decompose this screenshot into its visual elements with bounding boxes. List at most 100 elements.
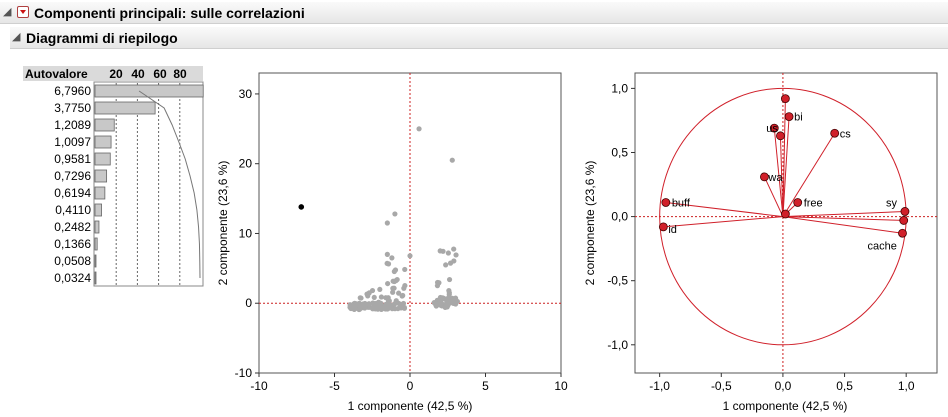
eigen-bar [94, 152, 111, 166]
score-point [447, 260, 454, 266]
loading-label-buff: buff [672, 197, 691, 209]
score-point [376, 299, 382, 305]
loading-x-tick-label: 0,5 [836, 379, 853, 393]
score-point [397, 304, 404, 310]
eigenvalue-cell: 0,0508 [54, 254, 91, 268]
loading-y-tick-label: 0,5 [611, 145, 628, 159]
loading-point[interactable] [899, 216, 909, 225]
loading-point[interactable] [900, 207, 910, 216]
score-point [416, 126, 422, 132]
loading-y-label: 2 componente (23,6 %) [583, 161, 597, 286]
eigenvalue-cell: 0,7296 [54, 169, 91, 183]
platform-title: Componenti principali: sulle correlazion… [34, 5, 305, 21]
eigenvalue-cell: 0,4110 [55, 203, 91, 217]
eigenvalue-cell: 1,2089 [54, 118, 91, 132]
score-point [392, 306, 398, 312]
score-point [394, 276, 400, 283]
score-point [442, 304, 448, 310]
score-point [445, 250, 451, 256]
score-point [390, 289, 396, 295]
score-point [431, 300, 437, 306]
score-point [357, 305, 363, 311]
loading-point[interactable] [780, 209, 790, 219]
loading-vector [782, 98, 786, 217]
score-x-tick-label: 10 [554, 379, 568, 393]
score-point [451, 298, 457, 305]
loading-vector [782, 210, 905, 218]
score-point [453, 252, 459, 258]
score-point [366, 301, 372, 307]
score-point [371, 294, 377, 301]
score-point [446, 291, 452, 298]
correlation-circle [659, 87, 907, 346]
score-point [385, 280, 391, 287]
score-point [437, 294, 444, 301]
loading-label-cache: cache [867, 240, 896, 252]
eigenvalue-cell: 0,2482 [54, 220, 91, 234]
pct-tick-60: 60 [153, 67, 167, 81]
loading-point[interactable] [769, 123, 779, 133]
score-point [348, 303, 354, 309]
score-point [369, 287, 376, 294]
loading-x-tick-label: -1,0 [649, 379, 670, 393]
score-x-tick-label: 0 [407, 379, 414, 393]
pct-tick-80: 80 [173, 67, 187, 81]
loading-x-tick-label: 1,0 [898, 379, 915, 393]
score-x-tick-label: 5 [482, 379, 489, 393]
score-y-label: 2 componente (23,6 %) [216, 161, 230, 286]
loading-label-cs: cs [840, 128, 852, 140]
loading-vector [665, 201, 783, 218]
loading-point[interactable] [830, 128, 840, 138]
score-point [390, 278, 396, 284]
loading-plot[interactable]: -1,0 -0,5 0,0 0,5 1,0 1,0 0,5 0,0 -0,5 -1,0 1 com… [580, 72, 948, 417]
score-point [392, 267, 399, 273]
score-point [392, 211, 398, 217]
eigenvalue-cell: 3,7750 [54, 101, 91, 115]
summary-plots-header[interactable]: ◢ Diagrammi di riepilogo [10, 27, 948, 49]
score-point [437, 299, 443, 305]
score-point [357, 295, 363, 301]
score-point [353, 301, 360, 307]
loading-y-tick-label: 1,0 [611, 81, 628, 95]
score-point [384, 220, 390, 226]
loading-label-sy: sy [886, 197, 898, 209]
loading-point[interactable] [784, 112, 794, 121]
loading-point[interactable] [793, 198, 803, 207]
score-plot[interactable]: -10 -5 0 5 10 30 20 10 0 -10 1 componente (42,5 %… [215, 72, 575, 417]
score-point [407, 253, 413, 259]
score-point [386, 298, 392, 304]
score-point-selected[interactable] [298, 204, 305, 210]
loading-point[interactable] [780, 94, 790, 104]
score-point [446, 276, 453, 283]
loading-label-free: free [804, 197, 823, 209]
loading-point[interactable] [760, 172, 769, 182]
eigenvalue-table: Autovalore 20 40 60 80 6,7960 3,7750 1,208… [23, 66, 204, 287]
score-point [445, 298, 451, 304]
loading-vector [663, 216, 783, 228]
scree-chart-frame [93, 81, 204, 287]
score-point [449, 157, 455, 163]
score-point [385, 261, 392, 267]
platform-header[interactable]: ◢ Componenti principali: sulle correlazi… [0, 2, 948, 24]
score-point [396, 290, 402, 296]
loading-vector [782, 216, 903, 234]
score-point [351, 306, 357, 312]
loading-label-id: id [668, 224, 677, 236]
score-y-tick-label: 0 [245, 296, 252, 310]
score-point [362, 304, 368, 310]
loading-y-tick-label: 0,0 [611, 210, 628, 224]
score-point [391, 285, 397, 291]
score-point [383, 295, 389, 301]
pct-tick-40: 40 [131, 67, 145, 81]
loading-point[interactable] [898, 228, 907, 238]
eigen-bar [94, 271, 97, 285]
disclosure-triangle-icon[interactable]: ◢ [12, 31, 21, 43]
loading-x-tick-label: -0,5 [711, 379, 732, 393]
score-point [399, 293, 405, 299]
score-y-tick-label: -10 [235, 366, 253, 380]
loading-point[interactable] [658, 222, 668, 232]
disclosure-triangle-icon[interactable]: ◢ [3, 6, 12, 18]
red-triangle-menu-icon[interactable] [17, 6, 29, 18]
loading-point[interactable] [776, 131, 785, 141]
loading-point[interactable] [661, 198, 671, 207]
